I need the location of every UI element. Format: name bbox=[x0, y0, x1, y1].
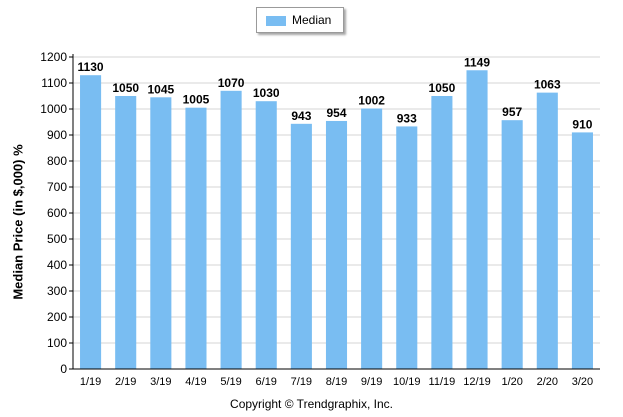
y-tick-label: 500 bbox=[47, 232, 67, 246]
axes bbox=[69, 54, 600, 370]
y-tick-label: 0 bbox=[60, 362, 67, 376]
legend-label: Median bbox=[292, 13, 332, 27]
x-tick-label: 5/19 bbox=[220, 376, 241, 388]
x-tick-label: 1/19 bbox=[80, 376, 101, 388]
data-label: 1050 bbox=[429, 81, 456, 95]
bar bbox=[185, 107, 207, 369]
data-label: 1149 bbox=[464, 55, 490, 69]
data-label: 1005 bbox=[183, 93, 210, 107]
data-label: 1070 bbox=[218, 76, 245, 90]
bar bbox=[150, 97, 172, 370]
data-label: 1063 bbox=[534, 78, 561, 92]
legend-swatch bbox=[266, 16, 286, 26]
x-tick-label: 7/19 bbox=[291, 376, 312, 388]
bar bbox=[466, 70, 488, 369]
copyright-footer: Copyright © Trendgraphix, Inc. bbox=[230, 397, 393, 411]
y-tick-label: 200 bbox=[47, 310, 67, 324]
data-label: 910 bbox=[572, 117, 592, 131]
x-tick-label: 10/19 bbox=[393, 376, 421, 388]
x-tick-label: 6/19 bbox=[256, 376, 277, 388]
bar bbox=[501, 120, 523, 370]
bar bbox=[115, 96, 137, 369]
data-labels: 1130 1050 1045 1005 1070 1030 943 954 1002 933 105… bbox=[78, 55, 593, 131]
y-tick-label: 800 bbox=[47, 154, 67, 168]
data-label: 933 bbox=[397, 111, 417, 125]
bar bbox=[396, 126, 418, 369]
data-label: 1050 bbox=[112, 81, 139, 95]
data-label: 943 bbox=[291, 109, 311, 123]
legend: Median bbox=[256, 7, 344, 33]
bar bbox=[536, 92, 558, 370]
y-tick-label: 1200 bbox=[40, 50, 67, 64]
bar bbox=[220, 90, 242, 370]
x-tick-label: 2/19 bbox=[115, 376, 136, 388]
x-tick-label: 12/19 bbox=[463, 376, 491, 388]
bar bbox=[255, 101, 277, 369]
data-label: 1130 bbox=[78, 60, 104, 74]
x-tick-label: 8/19 bbox=[326, 376, 347, 388]
y-tick-label: 1000 bbox=[40, 102, 67, 116]
bars bbox=[80, 70, 593, 370]
y-tick-label: 1100 bbox=[41, 76, 67, 90]
y-tick-label: 900 bbox=[47, 128, 67, 142]
x-tick-labels: 1/19 2/19 3/19 4/19 5/19 6/19 7/19 8/19 9/19 10/1… bbox=[80, 376, 593, 388]
y-tick-label: 700 bbox=[47, 180, 67, 194]
bar bbox=[431, 96, 453, 369]
x-tick-label: 1/20 bbox=[501, 376, 522, 388]
y-tick-labels: 0 100 200 300 400 500 600 700 800 900 1000 1100 1200 bbox=[40, 50, 67, 376]
x-tick-label: 4/19 bbox=[185, 376, 206, 388]
x-tick-label: 9/19 bbox=[361, 376, 382, 388]
bar bbox=[361, 108, 383, 369]
data-label: 957 bbox=[502, 105, 522, 119]
x-tick-label: 3/19 bbox=[150, 376, 171, 388]
x-tick-label: 3/20 bbox=[572, 376, 593, 388]
data-label: 1002 bbox=[358, 93, 385, 107]
y-axis-label: Median Price (in $,000) % bbox=[10, 144, 26, 300]
bar bbox=[290, 123, 312, 369]
y-tick-label: 400 bbox=[47, 258, 67, 272]
y-tick-label: 600 bbox=[47, 206, 67, 220]
y-tick-label: 300 bbox=[47, 284, 67, 298]
y-tick-label: 100 bbox=[47, 336, 67, 350]
x-tick-label: 2/20 bbox=[537, 376, 558, 388]
bar bbox=[80, 75, 102, 369]
data-label: 1045 bbox=[147, 82, 174, 96]
data-label: 1030 bbox=[253, 86, 280, 100]
bar bbox=[325, 120, 348, 370]
data-label: 954 bbox=[326, 106, 346, 120]
bar bbox=[571, 132, 593, 369]
x-tick-label: 11/19 bbox=[429, 376, 456, 388]
